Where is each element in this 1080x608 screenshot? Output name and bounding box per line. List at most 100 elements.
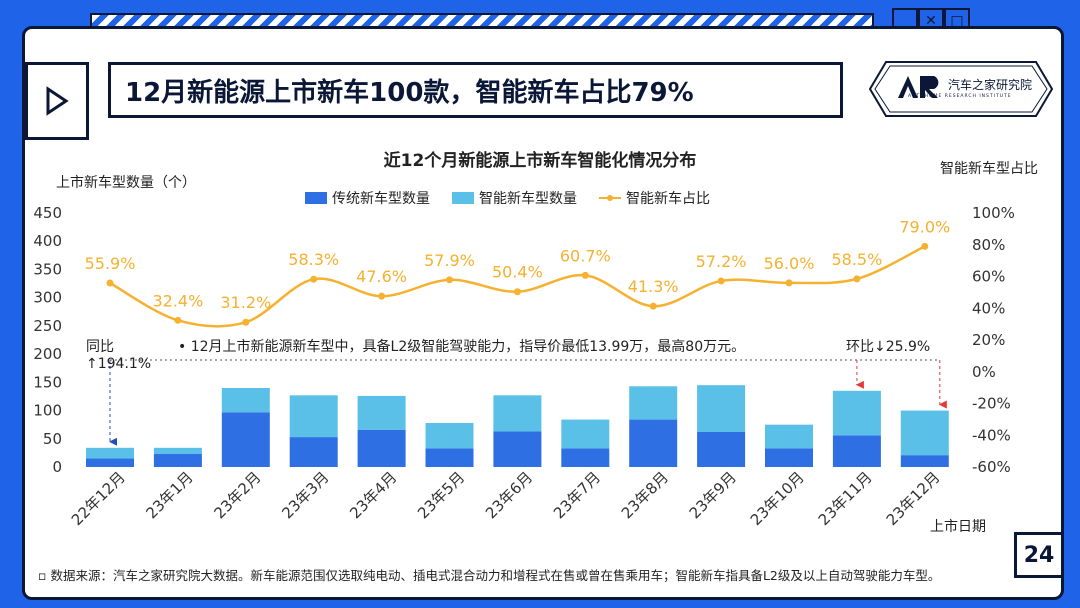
x-tick-label: 23年9月 — [686, 468, 740, 522]
share-data-label: 56.0% — [764, 254, 815, 273]
play-button[interactable] — [25, 62, 89, 140]
y-tick-label: 50 — [43, 430, 62, 448]
logo-frame — [868, 61, 1054, 117]
legend-item-smart: 智能新车型数量 — [452, 188, 577, 208]
bar-smart — [765, 424, 813, 449]
bar-traditional — [425, 448, 474, 467]
y-tick-label: 0 — [52, 458, 62, 476]
y2-tick-label: -60% — [972, 458, 1011, 476]
page-number: 24 — [1014, 532, 1064, 578]
x-tick-label: 22年12月 — [68, 468, 129, 529]
bar-smart — [493, 395, 542, 432]
x-tick-label: 23年7月 — [550, 468, 604, 522]
brand-subtitle: AUTOHOME RESEARCH INSTITUTE — [908, 94, 1012, 99]
bar-traditional — [153, 454, 202, 467]
bar-traditional — [900, 455, 949, 467]
share-point — [513, 288, 521, 296]
source-note: ▫ 数据来源：汽车之家研究院大数据。新车能源范围仅选取纯电动、插电式混合动力和增… — [38, 568, 941, 583]
y-tick-label: 350 — [33, 260, 62, 278]
bar-smart — [357, 395, 406, 430]
x-tick-label: 23年5月 — [414, 468, 468, 522]
x-tick-label: 23年6月 — [482, 468, 536, 522]
share-point — [649, 302, 657, 310]
x-tick-label: 23年8月 — [618, 468, 672, 522]
x-tick-label: 23年11月 — [815, 468, 876, 529]
share-data-label: 50.4% — [492, 263, 543, 282]
chart-annotation-bullet: • 12月上市新能源新车型中，具备L2级智能驾驶能力，指导价最低13.99万，最… — [178, 339, 746, 355]
yoy-label: 同比 — [86, 339, 114, 355]
page-title: 12月新能源上市新车100款，智能新车占比79% — [125, 77, 694, 108]
content-panel — [22, 26, 1064, 600]
share-data-label: 32.4% — [152, 291, 203, 310]
share-point — [581, 271, 589, 279]
bar-smart — [153, 447, 202, 455]
x-axis-title: 上市日期 — [930, 519, 986, 535]
share-point — [921, 242, 929, 250]
y2-tick-label: 40% — [972, 299, 1005, 317]
share-data-label: 41.3% — [628, 277, 679, 296]
bar-smart — [425, 422, 474, 449]
minimize-icon: _ — [901, 13, 909, 29]
share-point — [717, 277, 725, 285]
x-tick-label: 23年4月 — [346, 468, 400, 522]
y2-tick-label: 100% — [972, 204, 1015, 222]
bar-series — [86, 385, 949, 467]
share-data-label: 57.2% — [696, 252, 747, 271]
share-data-label: 58.3% — [288, 250, 339, 269]
y2-axis-title: 智能新车型占比 — [940, 161, 1038, 177]
y-tick-label: 200 — [33, 345, 62, 363]
chart-legend: 传统新车型数量 智能新车型数量 智能新车占比 — [305, 188, 710, 208]
y2-tick-label: 0% — [972, 363, 996, 381]
bar-smart — [561, 419, 610, 449]
maximize-icon: □ — [950, 13, 964, 29]
x-tick-label: 23年10月 — [747, 468, 808, 529]
bar-smart — [629, 386, 678, 420]
bar-smart — [832, 390, 881, 436]
y2-tick-label: 60% — [972, 268, 1005, 286]
bar-traditional — [221, 412, 270, 467]
x-tick-label: 23年1月 — [143, 468, 197, 522]
x-tick-label: 23年3月 — [278, 468, 332, 522]
share-point — [242, 318, 250, 326]
y-tick-label: 300 — [33, 289, 62, 307]
y2-axis-ticks: 100% 80% 60% 40% 20% 0% -20% -40% -60% — [972, 204, 1015, 476]
x-tick-label: 23年2月 — [210, 468, 264, 522]
share-point — [853, 275, 861, 283]
share-data-label: 47.6% — [356, 267, 407, 286]
legend-item-traditional: 传统新车型数量 — [305, 188, 430, 208]
y-tick-label: 250 — [33, 317, 62, 335]
bar-traditional — [86, 458, 134, 467]
y2-tick-label: -40% — [972, 426, 1011, 444]
y2-tick-label: 20% — [972, 331, 1005, 349]
share-data-label: 79.0% — [899, 217, 950, 236]
bar-traditional — [832, 435, 881, 467]
share-data-label: 58.5% — [831, 250, 882, 269]
legend-swatch-smart — [452, 192, 474, 204]
play-icon — [46, 86, 69, 116]
close-icon: ✕ — [925, 13, 937, 29]
share-line-series: 55.9% 32.4% 31.2% 58.3% 47.6% 57.9% 50.4% 60.7%… — [85, 217, 950, 328]
y-tick-label: 450 — [33, 204, 62, 222]
annotation-arrows — [109, 359, 947, 446]
legend-item-share: 智能新车占比 — [599, 188, 710, 208]
yoy-value: ↑194.1% — [86, 356, 152, 372]
legend-swatch-share — [599, 192, 621, 204]
share-point — [310, 275, 318, 283]
y-tick-label: 100 — [33, 402, 62, 420]
bar-smart — [221, 387, 270, 413]
bar-smart — [900, 410, 949, 456]
brand-name: 汽车之家研究院 — [948, 78, 1033, 92]
share-data-label: 31.2% — [220, 293, 271, 312]
share-data-label: 57.9% — [424, 251, 475, 270]
legend-swatch-traditional — [305, 192, 327, 204]
share-data-label: 55.9% — [85, 254, 136, 273]
bar-smart — [697, 385, 746, 433]
bar-traditional — [697, 432, 746, 467]
y-tick-label: 400 — [33, 232, 62, 250]
x-axis-ticks: 22年12月 23年1月 23年2月 23年3月 23年4月 23年5月 23年6月 23年7… — [68, 468, 944, 529]
share-point — [446, 276, 453, 284]
share-point — [785, 279, 793, 287]
bar-smart — [289, 395, 338, 438]
